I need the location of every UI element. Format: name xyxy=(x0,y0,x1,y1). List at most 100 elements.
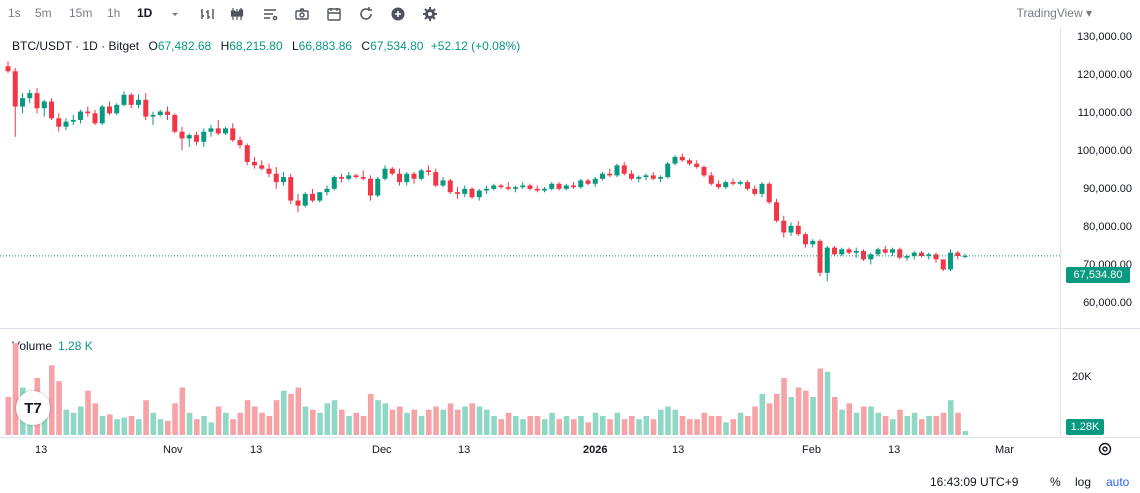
brand-link[interactable]: TradingView ▾ xyxy=(1017,6,1092,20)
volume-bar xyxy=(911,412,918,435)
price-chart[interactable] xyxy=(0,28,1060,438)
candle-body xyxy=(99,106,105,124)
auto-scale-button[interactable]: auto xyxy=(1106,475,1130,489)
volume-bar xyxy=(737,412,744,435)
timeframe-dropdown-icon[interactable] xyxy=(167,6,183,22)
candle-body xyxy=(650,175,656,179)
log-scale-button[interactable]: log xyxy=(1075,475,1092,489)
volume-bar xyxy=(237,412,244,435)
candle-body xyxy=(542,188,547,191)
volume-bar xyxy=(607,419,613,435)
volume-bar xyxy=(99,416,106,435)
volume-bar xyxy=(498,419,505,435)
candle-body xyxy=(926,254,932,257)
volume-bar xyxy=(730,419,737,435)
close-value: 67,534.80 xyxy=(370,39,424,53)
timeframe-5m[interactable]: 5m xyxy=(35,6,52,20)
candle-body xyxy=(556,183,562,189)
date-tick: Nov xyxy=(163,444,183,456)
volume-bar xyxy=(788,397,795,435)
volume-bar xyxy=(404,412,410,435)
candle-body xyxy=(513,187,518,189)
volume-bar xyxy=(600,416,606,435)
candle-body xyxy=(621,165,627,174)
volume-bar xyxy=(795,387,802,435)
time-axis-divider xyxy=(0,437,1140,438)
volume-bar xyxy=(447,403,454,435)
volume-bar xyxy=(397,406,403,435)
candle-body xyxy=(774,202,779,221)
candle-body xyxy=(85,111,91,114)
volume-bar xyxy=(621,419,628,435)
bar-chart-type-icon[interactable] xyxy=(199,6,215,22)
candle-body xyxy=(404,173,410,183)
candle-body xyxy=(701,167,707,176)
volume-bar xyxy=(592,412,599,435)
volume-bar xyxy=(92,403,99,435)
candle-body xyxy=(861,250,866,260)
volume-bar xyxy=(266,416,273,435)
candle-body xyxy=(694,163,700,167)
volume-bar xyxy=(426,409,432,435)
pane-divider[interactable] xyxy=(0,328,1140,329)
volume-bar xyxy=(505,412,512,435)
timeframe-15m[interactable]: 15m xyxy=(69,6,93,20)
volume-bar xyxy=(157,419,164,435)
volume-bar xyxy=(223,412,229,435)
volume-bar xyxy=(143,400,149,435)
tradingview-logo[interactable]: T7 xyxy=(16,391,50,425)
candle-body xyxy=(803,234,808,245)
volume-bar xyxy=(643,416,650,435)
candle-body xyxy=(27,93,33,99)
candle-body xyxy=(368,178,373,196)
candle-body xyxy=(179,131,185,139)
volume-bar xyxy=(331,400,338,435)
volume-bar xyxy=(926,416,932,435)
timeframe-1h[interactable]: 1h xyxy=(107,6,121,20)
volume-title[interactable]: Volume xyxy=(12,339,53,353)
volume-bar xyxy=(244,400,251,435)
symbol-title[interactable]: BTC/USDT · 1D · Bitget xyxy=(12,39,140,53)
gear-icon[interactable] xyxy=(422,6,438,22)
candle-body xyxy=(679,156,685,161)
volume-bar xyxy=(679,416,686,435)
volume-bar xyxy=(70,412,77,435)
volume-bar xyxy=(781,378,787,435)
candle-body xyxy=(128,94,134,105)
candle-body xyxy=(288,177,294,201)
candle-body xyxy=(817,240,823,273)
candle-body xyxy=(5,66,11,72)
candle-body xyxy=(215,128,221,134)
volume-bar xyxy=(121,417,128,435)
volume-bar xyxy=(491,416,497,435)
volume-bar xyxy=(556,419,563,435)
candle-chart-type-icon[interactable] xyxy=(229,6,245,22)
indicators-icon[interactable] xyxy=(262,6,278,22)
candle-body xyxy=(324,188,330,193)
camera-icon[interactable] xyxy=(294,6,310,22)
volume-bar xyxy=(273,400,280,435)
price-tick: 130,000.00 xyxy=(1076,31,1132,43)
volume-bar xyxy=(745,416,751,435)
date-tick: Feb xyxy=(802,444,821,456)
volume-bar xyxy=(571,419,577,435)
volume-bar xyxy=(650,419,657,435)
clock-display[interactable]: 16:43:09 UTC+9 xyxy=(930,475,1019,489)
timeframe-1d[interactable]: 1D xyxy=(137,6,153,20)
candle-body xyxy=(186,135,192,139)
volume-bar xyxy=(484,409,490,435)
volume-bar xyxy=(636,419,642,435)
timeframe-1s[interactable]: 1s xyxy=(8,6,21,20)
axis-settings-icon[interactable] xyxy=(1097,441,1113,457)
volume-bar xyxy=(310,409,316,435)
candle-body xyxy=(498,185,504,188)
refresh-icon[interactable] xyxy=(358,6,374,22)
close-label: C xyxy=(361,39,371,53)
percent-scale-button[interactable]: % xyxy=(1050,475,1061,489)
candle-body xyxy=(600,173,605,179)
volume-bar xyxy=(527,416,534,435)
add-icon[interactable] xyxy=(390,6,406,22)
low-label: L xyxy=(291,39,299,53)
candle-body xyxy=(223,128,228,134)
calendar-icon[interactable] xyxy=(326,6,342,22)
